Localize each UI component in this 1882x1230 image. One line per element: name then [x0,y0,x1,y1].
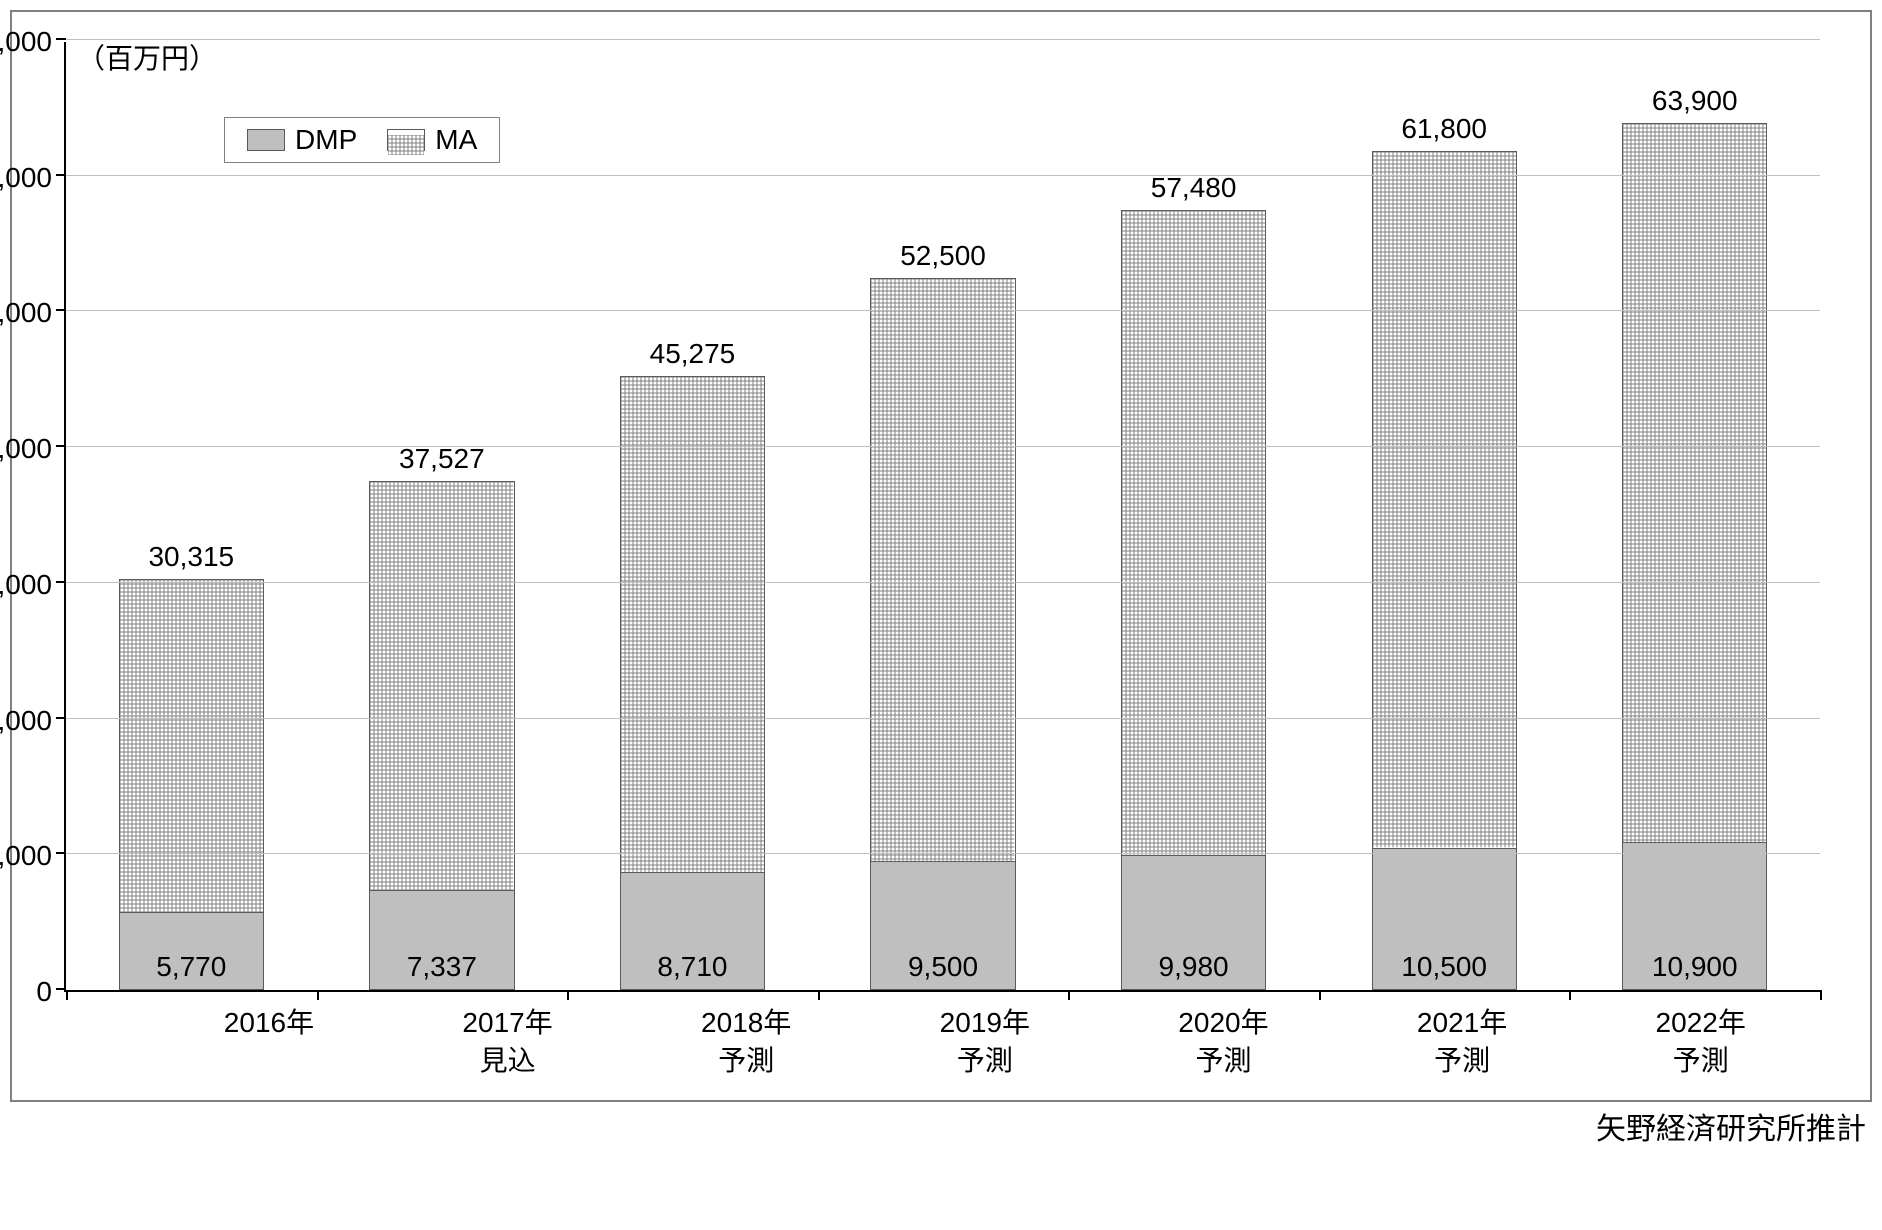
x-tickmark [567,990,569,1000]
x-axis-label: 2021年予測 [1343,1004,1582,1080]
legend-item-ma: MA [387,124,477,156]
bar-segment-dmp: 9,500 [870,861,1015,990]
total-value-label: 63,900 [1652,85,1738,117]
y-tickmark [56,581,66,583]
legend-item-dmp: DMP [247,124,357,156]
bar-column: 37,52730,1907,337 [317,42,568,990]
y-tickmark [56,852,66,854]
y-tickmark [56,988,66,990]
y-tick-label: 0 [36,976,52,1008]
chart-frame: （百万円） DMP MA 010,00020,00030,00040,00050… [10,10,1872,1102]
total-value-label: 57,480 [1151,172,1237,204]
bar-column: 30,31524,5455,770 [66,42,317,990]
bar-column: 61,80051,30010,500 [1319,42,1570,990]
bar-segment-ma [1372,151,1517,847]
bar-column: 52,50043,0009,500 [818,42,1069,990]
bar-segment-ma [369,481,514,891]
x-axis-label: 2019年予測 [866,1004,1105,1080]
stacked-bar: 9,500 [870,278,1015,990]
plot-wrap: 010,00020,00030,00040,00050,00060,00070,… [52,42,1820,992]
x-axis-labels: 2016年 2017年見込2018年予測2019年予測2020年予測2021年予… [150,1004,1820,1080]
y-tick-label: 20,000 [0,705,52,737]
x-tickmark [1068,990,1070,1000]
bar-column: 63,90053,00010,900 [1569,42,1820,990]
legend-label-dmp: DMP [295,124,357,156]
source-note: 矢野経済研究所推計 [10,1104,1872,1148]
stacked-bar: 7,337 [369,481,514,990]
bar-segment-ma [1622,123,1767,842]
legend: DMP MA [224,117,500,163]
y-tickmark [56,38,66,40]
y-tick-label: 10,000 [0,840,52,872]
stacked-bar: 9,980 [1121,210,1266,990]
bar-segment-ma [870,278,1015,862]
total-value-label: 61,800 [1401,113,1487,145]
stacked-bar: 10,500 [1372,151,1517,990]
gridline [66,310,1820,311]
bar-segment-dmp: 10,500 [1372,848,1517,991]
bar-column: 57,48047,5009,980 [1068,42,1319,990]
total-value-label: 52,500 [900,240,986,272]
x-axis-label: 2018年予測 [627,1004,866,1080]
x-tickmark [1820,990,1822,1000]
gridline [66,39,1820,40]
legend-swatch-dmp [247,129,285,151]
y-tickmark [56,717,66,719]
bar-segment-dmp: 5,770 [119,912,264,990]
x-axis-label: 2016年 [150,1004,389,1080]
total-value-label: 30,315 [148,541,234,573]
legend-label-ma: MA [435,124,477,156]
y-tickmark [56,445,66,447]
bar-segment-dmp: 8,710 [620,872,765,990]
dmp-value-label: 9,500 [908,951,978,983]
x-axis-label: 2020年予測 [1104,1004,1343,1080]
stacked-bar: 8,710 [620,376,765,990]
y-tick-label: 40,000 [0,433,52,465]
x-tickmark [1569,990,1571,1000]
total-value-label: 45,275 [650,338,736,370]
dmp-value-label: 10,900 [1652,951,1738,983]
bar-segment-dmp: 10,900 [1622,842,1767,990]
bar-segment-ma [1121,210,1266,855]
gridline [66,582,1820,583]
bars-container: 30,31524,5455,77037,52730,1907,33745,275… [66,42,1820,990]
bar-segment-dmp: 9,980 [1121,855,1266,990]
stacked-bar: 10,900 [1622,123,1767,990]
y-tick-label: 60,000 [0,162,52,194]
bar-segment-dmp: 7,337 [369,890,514,990]
x-tickmark [1319,990,1321,1000]
dmp-value-label: 10,500 [1401,951,1487,983]
total-value-label: 37,527 [399,443,485,475]
dmp-value-label: 9,980 [1159,951,1229,983]
stacked-bar: 5,770 [119,579,264,990]
y-tick-label: 30,000 [0,569,52,601]
gridline [66,446,1820,447]
bar-segment-ma [119,579,264,912]
dmp-value-label: 5,770 [156,951,226,983]
y-tick-label: 70,000 [0,26,52,58]
x-tickmark [66,990,68,1000]
y-axis: 010,00020,00030,00040,00050,00060,00070,… [52,42,64,992]
plot-area: 30,31524,5455,77037,52730,1907,33745,275… [64,42,1820,992]
bar-column: 45,27536,5658,710 [567,42,818,990]
y-tickmark [56,309,66,311]
gridline [66,175,1820,176]
legend-swatch-ma [387,129,425,151]
x-tickmark [317,990,319,1000]
x-axis-label: 2022年予測 [1581,1004,1820,1080]
y-tick-label: 50,000 [0,297,52,329]
dmp-value-label: 8,710 [657,951,727,983]
gridline [66,718,1820,719]
y-tickmark [56,174,66,176]
gridline [66,853,1820,854]
bar-segment-ma [620,376,765,872]
x-labels-wrap: 00,000 2016年 2017年見込2018年予測2019年予測2020年予… [52,992,1820,1080]
x-axis-label: 2017年見込 [388,1004,627,1080]
x-tickmark [818,990,820,1000]
dmp-value-label: 7,337 [407,951,477,983]
